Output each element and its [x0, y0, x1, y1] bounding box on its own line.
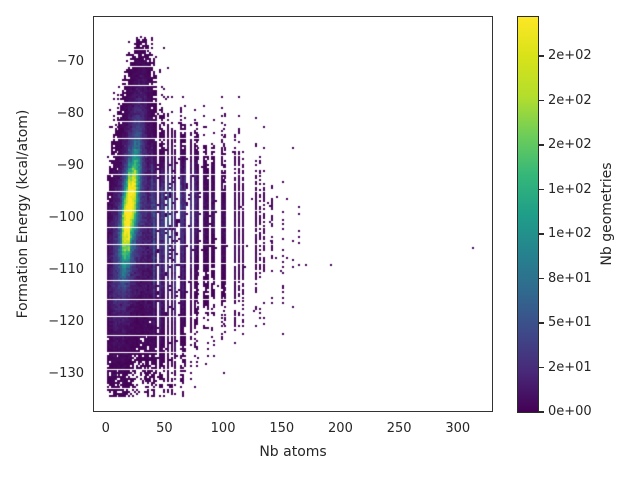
colorbar-tick-mark [539, 366, 544, 369]
colorbar [517, 16, 539, 413]
colorbar-tick-label: 2e+02 [548, 48, 592, 64]
x-tick-label: 50 [156, 421, 173, 436]
x-tick-label: 300 [445, 421, 471, 436]
colorbar-tick-label: 8e+01 [548, 270, 592, 286]
y-axis-label: Formation Energy (kcal/atom) [15, 109, 31, 319]
histogram-heatmap [94, 17, 493, 412]
x-axis-label: Nb atoms [259, 444, 327, 460]
colorbar-tick-mark [539, 99, 544, 102]
colorbar-tick-mark [539, 144, 544, 146]
colorbar-tick-mark [539, 411, 544, 413]
colorbar-tick-label: 2e+02 [548, 137, 592, 153]
colorbar-tick-label: 5e+01 [548, 315, 592, 331]
colorbar-tick-label: 1e+02 [548, 181, 592, 197]
y-tick-label: −100 [48, 209, 84, 225]
colorbar-tick-mark [539, 188, 544, 191]
colorbar-tick-mark [539, 55, 544, 57]
colorbar-tick-mark [539, 233, 544, 235]
colorbar-tick-mark [539, 277, 544, 280]
y-tick-label: −70 [56, 53, 84, 69]
colorbar-tick-label: 1e+02 [548, 226, 592, 242]
colorbar-tick-mark [539, 322, 544, 324]
y-tick-label: −120 [48, 313, 84, 329]
y-tick-label: −110 [48, 261, 84, 277]
y-tick-label: −80 [56, 105, 84, 121]
x-tick-label: 200 [328, 421, 353, 436]
colorbar-tick-label: 2e+02 [548, 92, 592, 108]
colorbar-gradient [518, 17, 538, 412]
x-tick-label: 0 [101, 421, 110, 436]
y-tick-label: −130 [48, 365, 84, 381]
x-tick-label: 100 [210, 421, 236, 436]
x-tick-label: 150 [269, 421, 295, 436]
colorbar-tick-label: 2e+01 [548, 359, 592, 375]
colorbar-label: Nb geometries [599, 162, 615, 266]
colorbar-tick-label: 0e+00 [548, 404, 592, 419]
y-tick-label: −90 [56, 157, 84, 173]
x-tick-label: 250 [386, 421, 412, 436]
